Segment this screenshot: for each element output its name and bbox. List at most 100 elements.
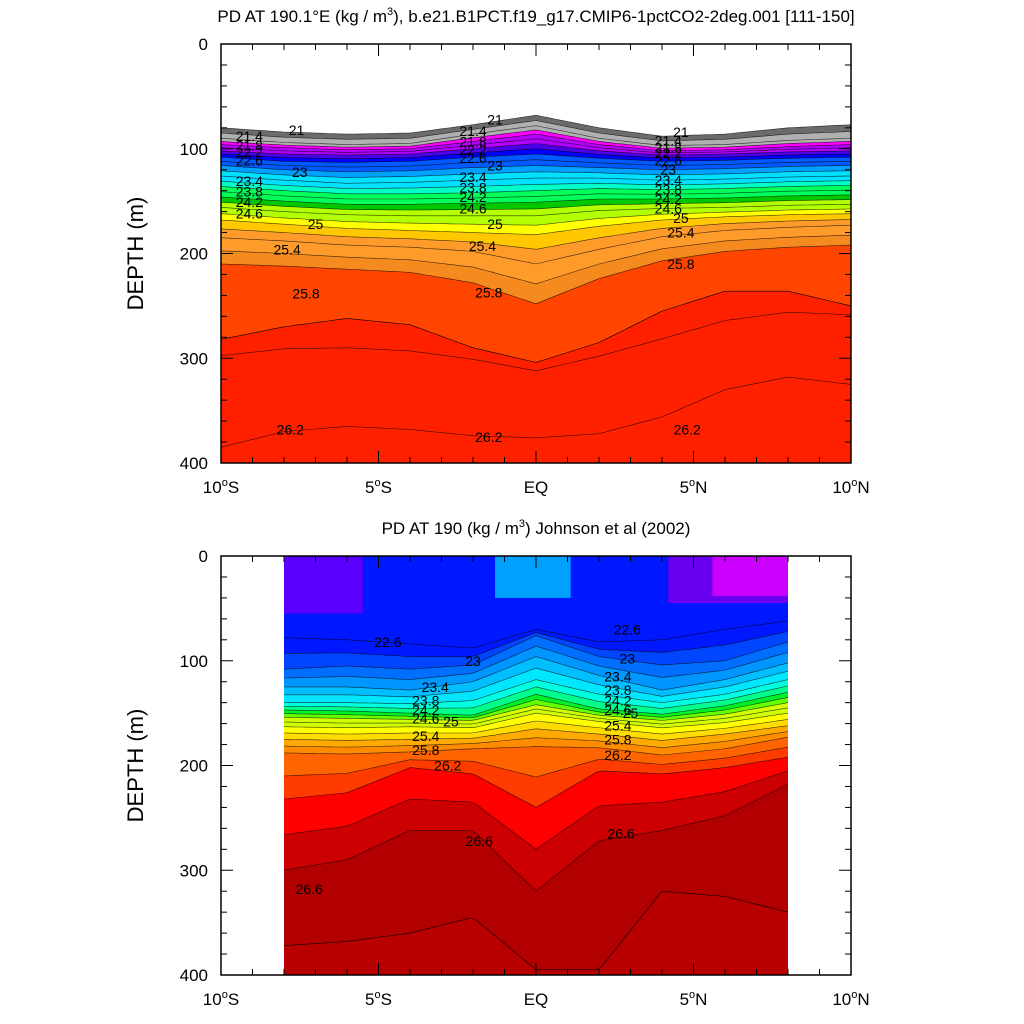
contour-line [221, 159, 851, 168]
contour-label: 25.8 [475, 284, 502, 300]
y-tick-label: 0 [199, 547, 208, 566]
contour-label: 23.8 [236, 184, 263, 200]
contour-label: 22.2 [459, 142, 486, 158]
contour-label: 21.4 [236, 128, 263, 144]
contour-line [284, 719, 788, 735]
contour-band [284, 556, 363, 614]
contour-label: 25 [443, 714, 459, 730]
contour-line [221, 194, 851, 205]
x-tick-label: 5oN [680, 989, 708, 1009]
contour-label: 25.4 [274, 241, 301, 257]
contour-label: 21.4 [655, 132, 682, 148]
contour-field [221, 44, 851, 463]
surface-mask [221, 44, 851, 135]
y-tick-label: 200 [180, 245, 208, 264]
contour-label: 21 [487, 111, 503, 127]
contour-label: 25.4 [667, 225, 694, 241]
contour-label: 25 [673, 210, 689, 226]
contour-label: 22.2 [655, 145, 682, 161]
contour-label: 25.8 [667, 256, 694, 272]
contour-line [284, 702, 788, 721]
contour-line [284, 667, 788, 698]
contour-line [284, 707, 788, 725]
contour-label: 26.6 [607, 826, 634, 842]
contour-label: 23 [292, 164, 308, 180]
contour-band [284, 891, 788, 975]
x-tick-label: 5oN [680, 477, 708, 497]
contour-band [712, 556, 788, 596]
contour-field [284, 556, 788, 975]
y-tick-label: 400 [180, 966, 208, 985]
contour-label: 24.2 [604, 693, 631, 709]
y-tick-label: 200 [180, 757, 208, 776]
contour-label: 25.8 [412, 742, 439, 758]
contour-line [221, 180, 851, 189]
contour-label: 25.8 [604, 731, 631, 747]
contour-label: 26.2 [604, 747, 631, 763]
contour-label: 25.8 [292, 285, 319, 301]
contour-line [221, 311, 851, 372]
contour-line [221, 138, 851, 154]
contour-band [495, 556, 571, 598]
contour-label: 21.4 [459, 123, 486, 139]
chart-panel-1: 2121.421.822.222.62323.423.824.224.62525… [123, 6, 870, 497]
contour-label: 25.4 [412, 728, 439, 744]
x-tick-label: 10oS [203, 477, 239, 497]
x-tick-label: EQ [524, 990, 549, 1009]
contour-label: 24.6 [655, 200, 682, 216]
y-tick-label: 300 [180, 861, 208, 880]
contour-label: 23 [620, 651, 636, 667]
contour-line [284, 770, 788, 850]
contour-label: 22.6 [655, 152, 682, 168]
contour-label: 23.8 [655, 182, 682, 198]
contour-line [221, 143, 851, 156]
contour-line [221, 165, 851, 173]
y-tick-label: 0 [199, 35, 208, 54]
contour-line [221, 133, 851, 152]
contour-line [221, 189, 851, 200]
contour-line [284, 656, 788, 691]
contour-label: 25 [308, 216, 324, 232]
contour-line [284, 756, 788, 808]
x-tick-label: 5oS [365, 989, 392, 1009]
contour-line [284, 731, 788, 749]
x-tick-label: 10oN [832, 989, 869, 1009]
contour-label: 22.6 [374, 634, 401, 650]
contour-line [221, 148, 851, 160]
contour-label: 25.4 [604, 718, 631, 734]
contour-band [221, 291, 851, 463]
contour-label: 22.6 [236, 152, 263, 168]
contour-label: 23 [487, 158, 503, 174]
contour-label: 23.4 [655, 172, 682, 188]
contour-label: 21 [289, 122, 305, 138]
y-tick-label: 100 [180, 652, 208, 671]
contour-label: 21.8 [459, 133, 486, 149]
contour-line [221, 199, 851, 211]
y-axis-label: DEPTH (m) [123, 197, 148, 311]
contour-line [221, 376, 851, 448]
contour-line [221, 224, 851, 265]
contour-line [284, 736, 788, 756]
contour-line [284, 679, 788, 705]
contour-line [221, 153, 851, 163]
x-tick-label: 10oS [203, 989, 239, 1009]
contour-line [284, 620, 788, 649]
contour-line [284, 697, 788, 719]
contour-label: 26.6 [466, 833, 493, 849]
contour-label: 24.6 [604, 702, 631, 718]
contour-label: 23.8 [604, 682, 631, 698]
contour-line [284, 725, 788, 741]
x-tick-label: 5oS [365, 477, 392, 497]
contour-label: 23.4 [604, 668, 631, 684]
contour-label: 22.6 [614, 621, 641, 637]
contour-label: 23.4 [459, 169, 486, 185]
contour-line [221, 129, 851, 149]
contour-label: 22.2 [236, 144, 263, 160]
contour-label: 23.8 [459, 180, 486, 196]
contour-line [221, 204, 851, 217]
contour-label: 24.6 [236, 206, 263, 222]
contour-label: 23 [661, 162, 677, 178]
contour-line [284, 635, 788, 670]
contour-label: 23.4 [236, 173, 263, 189]
